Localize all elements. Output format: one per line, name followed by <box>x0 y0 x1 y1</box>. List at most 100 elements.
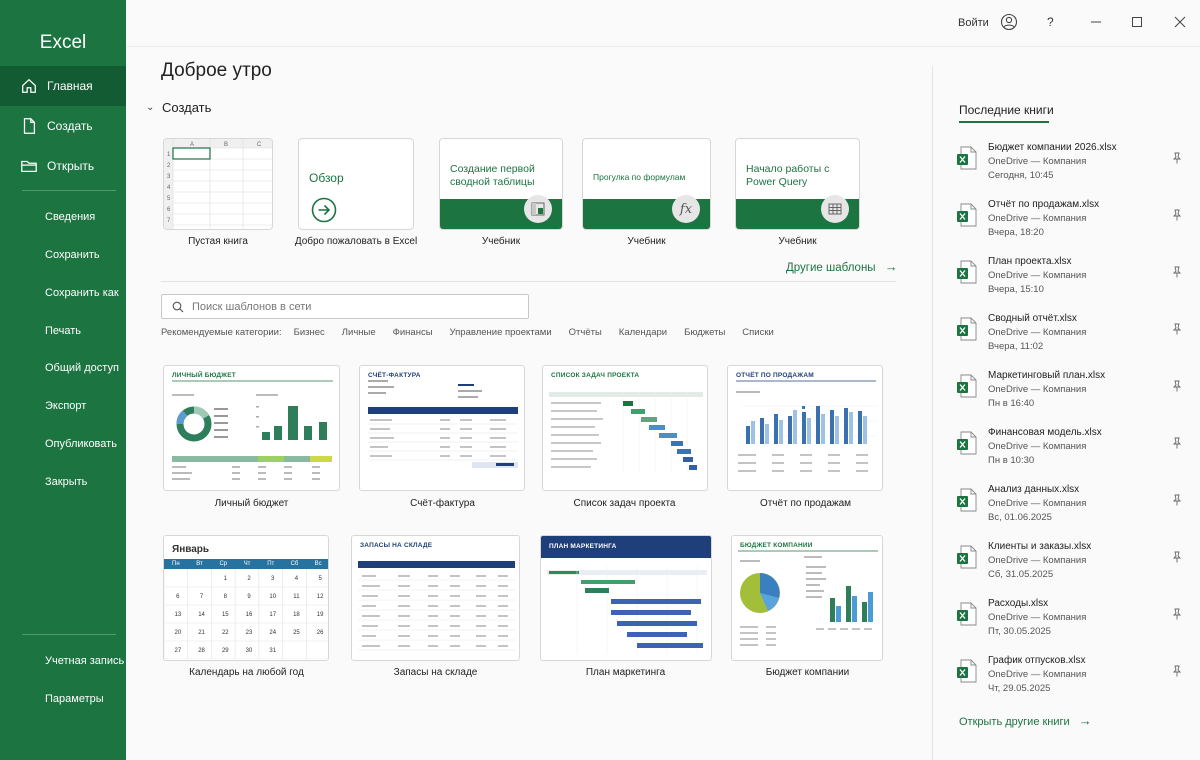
category-lists[interactable]: Списки <box>742 327 774 338</box>
pin-icon[interactable] <box>1172 551 1182 563</box>
pin-icon[interactable] <box>1172 665 1182 677</box>
category-project-management[interactable]: Управление проектами <box>449 327 552 338</box>
workbook-name: Отчёт по продажам.xlsx <box>988 199 1100 210</box>
blank-grid-thumbnail: A B C 1 2 3 4 5 6 7 <box>164 139 272 229</box>
category-budgets[interactable]: Бюджеты <box>684 327 726 338</box>
sales-chart-thumbnail <box>736 380 878 472</box>
calendar-day: 21 <box>198 630 205 636</box>
close-icon[interactable] <box>1174 16 1186 28</box>
recent-workbook-item[interactable]: Маркетинговый план.xlsx OneDrive — Компан… <box>957 370 1182 414</box>
sidebar-item-account[interactable]: Учетная запись <box>45 655 125 667</box>
calendar-day: 28 <box>198 648 205 654</box>
recent-title[interactable]: Последние книги <box>959 103 1054 117</box>
sidebar-item-save-as[interactable]: Сохранить как <box>45 287 119 299</box>
more-templates-link[interactable]: Другие шаблоны → <box>786 259 898 274</box>
pin-icon[interactable] <box>1172 380 1182 392</box>
help-button[interactable]: ? <box>1047 15 1054 29</box>
sidebar-item-label: Создать <box>47 119 93 133</box>
category-personal[interactable]: Личные <box>341 327 376 338</box>
sidebar-item-options[interactable]: Параметры <box>45 693 104 705</box>
minimize-icon[interactable] <box>1090 16 1102 28</box>
calendar-day: 30 <box>246 648 253 654</box>
recent-workbook-item[interactable]: Отчёт по продажам.xlsx OneDrive — Компани… <box>957 199 1182 243</box>
template-project-tasks[interactable]: СПИСОК ЗАДАЧ ПРОЕКТА <box>542 365 708 491</box>
weekday-label: Вс <box>314 561 322 567</box>
calendar-day: 6 <box>176 594 180 600</box>
category-reports[interactable]: Отчёты <box>568 327 602 338</box>
category-finance[interactable]: Финансы <box>392 327 433 338</box>
categories-bar: Рекомендуемые категории: Бизнес Личные Ф… <box>161 327 791 338</box>
category-business[interactable]: Бизнес <box>293 327 325 338</box>
table-icon <box>821 195 849 223</box>
signin-link[interactable]: Войти <box>958 17 989 29</box>
pin-icon[interactable] <box>1172 266 1182 278</box>
sidebar-item-print[interactable]: Печать <box>45 325 82 337</box>
search-input[interactable] <box>192 300 512 313</box>
open-more-workbooks-link[interactable]: Открыть другие книги → <box>959 713 1092 728</box>
template-calendar[interactable]: Январь Пн Вт Ср Чт Пт Сб Вс 1 2 3 4 5 6 7 8 9 10 1… <box>163 535 329 661</box>
create-section-toggle[interactable]: ⌄ Создать <box>146 100 211 115</box>
pin-icon[interactable] <box>1172 437 1182 449</box>
sidebar-item-new[interactable]: Создать <box>0 106 126 146</box>
sidebar-item-publish[interactable]: Опубликовать <box>45 438 117 450</box>
recent-workbook-item[interactable]: Бюджет компании 2026.xlsx OneDrive — Комп… <box>957 142 1182 186</box>
recent-workbook-item[interactable]: Клиенты и заказы.xlsx OneDrive — Компания… <box>957 541 1182 585</box>
template-invoice[interactable]: СЧЁТ-ФАКТУРА <box>359 365 525 491</box>
template-header: ЛИЧНЫЙ БЮДЖЕТ <box>172 372 236 379</box>
sidebar-item-share[interactable]: Общий доступ <box>45 362 119 374</box>
template-inventory[interactable]: ЗАПАСЫ НА СКЛАДЕ <box>351 535 520 661</box>
recent-workbook-item[interactable]: Сводный отчёт.xlsx OneDrive — Компания Вче… <box>957 313 1182 357</box>
workbook-location: OneDrive — Компания <box>988 327 1087 338</box>
tile-caption: Добро пожаловать в Excel <box>294 236 418 247</box>
sidebar-item-close[interactable]: Закрыть <box>45 476 88 488</box>
template-sales-report[interactable]: ОТЧЁТ ПО ПРОДАЖАМ <box>727 365 883 491</box>
calendar-weekdays: Пн Вт Ср Чт Пт Сб Вс <box>164 559 328 569</box>
pin-icon[interactable] <box>1172 323 1182 335</box>
sidebar-item-info[interactable]: Сведения <box>45 211 96 223</box>
workbook-name: Финансовая модель.xlsx <box>988 427 1102 438</box>
pivot-tutorial-tile[interactable]: Создание первой сводной таблицы <box>439 138 563 230</box>
workbook-name: Анализ данных.xlsx <box>988 484 1080 495</box>
workbook-date: Пн в 10:30 <box>988 455 1035 466</box>
create-section-label: Создать <box>162 100 212 115</box>
template-search[interactable] <box>161 294 529 319</box>
sidebar-item-export[interactable]: Экспорт <box>45 400 87 412</box>
template-personal-budget[interactable]: ЛИЧНЫЙ БЮДЖЕТ <box>163 365 340 491</box>
pin-icon[interactable] <box>1172 608 1182 620</box>
calendar-day: 1 <box>224 576 228 582</box>
tile-caption: Учебник <box>778 236 817 247</box>
pin-icon[interactable] <box>1172 494 1182 506</box>
template-marketing-plan[interactable]: ПЛАН МАРКЕТИНГА <box>540 535 712 661</box>
weekday-label: Пт <box>267 561 275 567</box>
calendar-day: 5 <box>318 576 322 582</box>
maximize-icon[interactable] <box>1131 16 1143 28</box>
account-icon[interactable] <box>1000 13 1018 31</box>
invoice-thumbnail <box>368 380 518 468</box>
excel-file-icon <box>957 317 977 341</box>
template-caption: Личный бюджет <box>214 498 289 509</box>
sidebar-item-home[interactable]: Главная <box>0 66 126 106</box>
svg-text:2: 2 <box>167 163 171 169</box>
power-query-tutorial-tile[interactable]: Начало работы с Power Query <box>735 138 860 230</box>
recent-workbook-item[interactable]: Финансовая модель.xlsx OneDrive — Компани… <box>957 427 1182 471</box>
pin-icon[interactable] <box>1172 152 1182 164</box>
recent-workbook-item[interactable]: Анализ данных.xlsx OneDrive — Компания Вс,… <box>957 484 1182 528</box>
recent-workbook-item[interactable]: Расходы.xlsx OneDrive — Компания Пт, 30.05… <box>957 598 1182 642</box>
pin-icon[interactable] <box>1172 209 1182 221</box>
sidebar-item-save[interactable]: Сохранить <box>45 249 100 261</box>
recent-workbook-item[interactable]: График отпусков.xlsx OneDrive — Компания Ч… <box>957 655 1182 699</box>
formulas-tutorial-tile[interactable]: Прогулка по формулам fx <box>582 138 711 230</box>
blank-workbook-tile[interactable]: A B C 1 2 3 4 5 6 7 <box>163 138 273 230</box>
category-calendars[interactable]: Календари <box>618 327 668 338</box>
welcome-tile[interactable]: Обзор <box>298 138 414 230</box>
search-icon <box>172 301 184 312</box>
recent-workbook-item[interactable]: План проекта.xlsx OneDrive — Компания Вчер… <box>957 256 1182 300</box>
template-company-budget[interactable]: БЮДЖЕТ КОМПАНИИ <box>731 535 883 661</box>
home-icon <box>22 78 36 93</box>
excel-file-icon <box>957 602 977 626</box>
weekday-label: Пн <box>172 561 180 567</box>
calendar-day: 12 <box>317 594 324 600</box>
sidebar-item-open[interactable]: Открыть <box>0 146 126 186</box>
topbar-divider <box>126 46 1200 47</box>
